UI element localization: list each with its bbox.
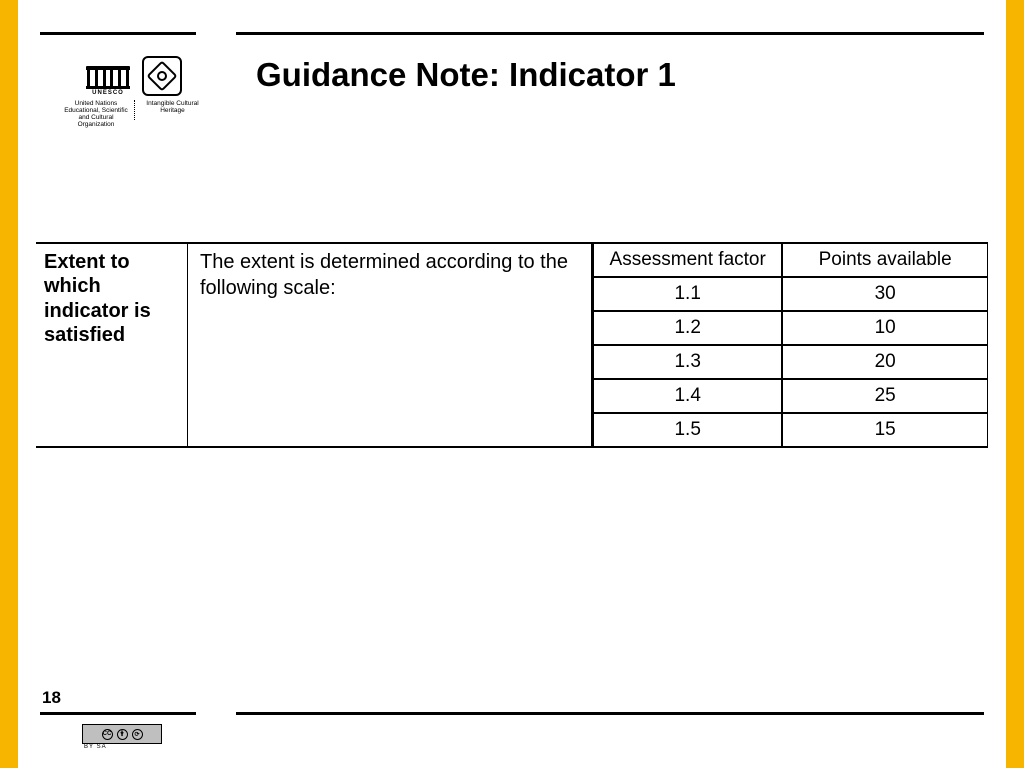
- table-row: 1.1 30: [593, 277, 988, 311]
- col-header-points: Points available: [782, 244, 987, 277]
- right-border: [1006, 0, 1024, 768]
- table-row: 1.3 20: [593, 345, 988, 379]
- bottom-rule-long: [236, 712, 984, 715]
- bottom-rule-short: [40, 712, 196, 715]
- cc-badge-icon: CC 🛉 ⟳: [82, 724, 162, 744]
- cc-variant: BY SA: [84, 744, 107, 750]
- scale-text: The extent is determined according to th…: [188, 244, 592, 446]
- top-rule-long: [236, 32, 984, 35]
- page-number: 18: [42, 688, 61, 708]
- cell-points: 25: [782, 379, 987, 413]
- row-label: Extent to which indicator is satisfied: [36, 244, 188, 446]
- col-header-factor: Assessment factor: [593, 244, 782, 277]
- unesco-logo-icon: UNESCO: [86, 66, 130, 96]
- table-header-row: Assessment factor Points available: [593, 244, 988, 277]
- ich-caption: Intangible Cultural Heritage: [141, 100, 204, 129]
- cc-circle-icon: CC: [102, 729, 113, 740]
- top-rule-short: [40, 32, 196, 35]
- slide-frame: UNESCO United Nations Educational, Scien…: [0, 0, 1024, 768]
- content-area: UNESCO United Nations Educational, Scien…: [18, 0, 1006, 768]
- table-row: 1.5 15: [593, 413, 988, 446]
- cc-by-icon: 🛉: [117, 729, 128, 740]
- cell-points: 30: [782, 277, 987, 311]
- unesco-caption: United Nations Educational, Scientific a…: [64, 100, 128, 129]
- cell-points: 20: [782, 345, 987, 379]
- cell-factor: 1.1: [593, 277, 782, 311]
- logo-block: UNESCO United Nations Educational, Scien…: [64, 56, 204, 130]
- table-row: 1.2 10: [593, 311, 988, 345]
- assessment-table-wrap: Assessment factor Points available 1.1 3…: [592, 244, 988, 446]
- cell-points: 10: [782, 311, 987, 345]
- cell-points: 15: [782, 413, 987, 446]
- cell-factor: 1.5: [593, 413, 782, 446]
- main-table: Extent to which indicator is satisfied T…: [36, 242, 988, 448]
- left-border: [0, 0, 18, 768]
- unesco-wordmark: UNESCO: [92, 90, 124, 96]
- page-title: Guidance Note: Indicator 1: [256, 56, 676, 94]
- table-row: 1.4 25: [593, 379, 988, 413]
- cell-factor: 1.3: [593, 345, 782, 379]
- cell-factor: 1.2: [593, 311, 782, 345]
- cell-factor: 1.4: [593, 379, 782, 413]
- cc-sa-icon: ⟳: [132, 729, 143, 740]
- assessment-table: Assessment factor Points available 1.1 3…: [592, 244, 988, 446]
- ich-logo-icon: [142, 56, 182, 96]
